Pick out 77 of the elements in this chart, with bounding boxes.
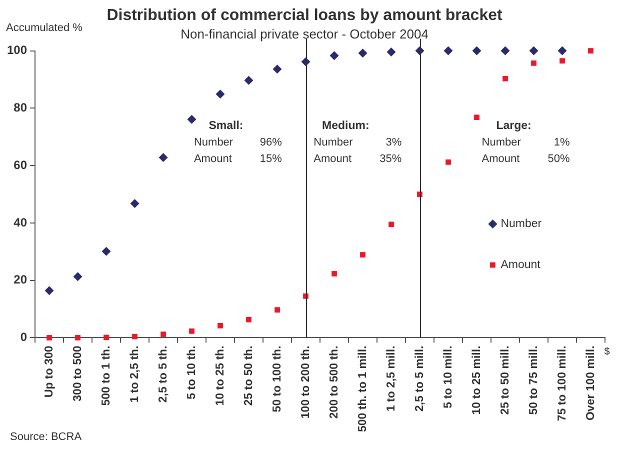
- annotation: Small:: [208, 120, 244, 132]
- point: [272, 64, 282, 74]
- text: Amount 35%: [314, 153, 402, 166]
- point: [444, 46, 453, 56]
- x-tick-label: 500 to 1 th.: [100, 346, 112, 406]
- y-tick-label: 40: [14, 215, 28, 230]
- point: [531, 60, 536, 66]
- y-tick-label: 100: [6, 43, 28, 58]
- annotation: Large:: [496, 120, 532, 132]
- point: [588, 48, 594, 54]
- point: [500, 46, 510, 56]
- point: [386, 47, 396, 56]
- text: Number 96%: [194, 136, 282, 149]
- source-note: Source: BCRA: [10, 431, 82, 444]
- point: [388, 222, 394, 228]
- y-tick-label: 0: [20, 330, 28, 344]
- point: [189, 328, 194, 334]
- x-tick-label: 200 to 500 th.: [328, 346, 340, 419]
- x-tick-label: 100 to 200 th.: [300, 346, 312, 419]
- text: Number 1%: [482, 136, 570, 149]
- point: [160, 332, 166, 337]
- point: [73, 272, 82, 282]
- point: [472, 46, 482, 56]
- point: [529, 46, 538, 56]
- point: [560, 58, 565, 64]
- point: [358, 48, 368, 58]
- x-tick-label: Up to 300: [43, 346, 56, 398]
- point: [46, 335, 52, 340]
- point: [216, 90, 225, 99]
- point: [274, 307, 280, 313]
- text: Amount 50%: [482, 153, 570, 166]
- x-tick-label: 75 to 100 mill.: [556, 346, 568, 422]
- y-axis-title: Accumulated %: [6, 22, 83, 34]
- x-tick-label: 10 to 25 th.: [214, 346, 226, 406]
- point: [158, 153, 168, 162]
- x-tick-label: 50 to 75 mill.: [528, 346, 540, 415]
- point: [330, 51, 339, 60]
- point: [187, 114, 196, 124]
- point: [502, 76, 508, 82]
- point: [44, 286, 54, 296]
- x-tick-label: 1 to 2,5 th.: [128, 346, 141, 403]
- chart-title: Distribution of commercial loans by amount bracket: [106, 7, 503, 24]
- point: [446, 159, 451, 165]
- x-tick-label: Over 100 mill.: [584, 346, 597, 421]
- x-tick-label: 500 th. to 1 mill.: [356, 346, 369, 432]
- annotation: Medium:: [322, 120, 370, 132]
- text: Number 3%: [314, 136, 402, 149]
- legend-label: Amount: [500, 259, 542, 272]
- x-tick-label: 5 to 10 mill.: [442, 346, 454, 408]
- point: [132, 334, 138, 340]
- x-tick-label: 1 to 2,5 mill.: [385, 346, 398, 412]
- chart-subtitle: Non-financial private sector - October 2004: [180, 26, 428, 42]
- y-tick-label: 20: [14, 272, 28, 287]
- x-tick-label: 10 to 25 mill.: [470, 346, 483, 415]
- point: [104, 334, 109, 340]
- x-tick-label: 50 to 100 th.: [271, 346, 284, 412]
- y-tick-label: 80: [14, 100, 28, 114]
- text: Amount 15%: [194, 153, 282, 166]
- x-axis-title: $: [604, 346, 610, 358]
- x-tick-label: 2,5 to 5 mill.: [414, 346, 426, 412]
- point: [474, 114, 480, 120]
- x-tick-label: 25 to 50 th.: [242, 346, 255, 406]
- point: [244, 76, 254, 85]
- y-tick-label: 60: [14, 158, 28, 172]
- point: [558, 46, 567, 56]
- point: [246, 316, 252, 322]
- x-tick-label: 25 to 50 mill.: [499, 346, 512, 415]
- point: [102, 246, 111, 256]
- point: [332, 271, 337, 276]
- point: [130, 198, 140, 208]
- point: [75, 335, 80, 340]
- x-tick-label: 300 to 500: [72, 346, 84, 402]
- point: [360, 252, 366, 258]
- legend-label: Number: [500, 218, 542, 230]
- x-tick-label: 2,5 to 5 th.: [157, 346, 170, 403]
- point: [218, 322, 223, 328]
- x-tick-label: 5 to 10 th.: [186, 346, 198, 400]
